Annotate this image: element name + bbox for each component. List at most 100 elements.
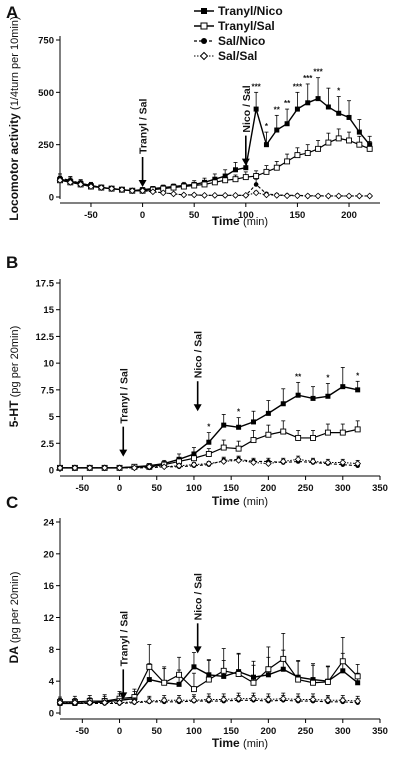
y-tick-label: 7.5	[41, 385, 55, 396]
x-tick-label: 200	[260, 483, 276, 494]
data-point	[220, 696, 228, 703]
data-point	[128, 187, 136, 195]
significance-marker: *	[265, 122, 269, 131]
data-point	[180, 183, 187, 190]
data-point	[294, 106, 300, 112]
data-point	[310, 434, 316, 441]
data-point	[265, 672, 271, 678]
data-point	[356, 141, 363, 148]
data-point	[87, 183, 95, 190]
data-point	[265, 666, 272, 673]
data-point	[205, 451, 212, 457]
significance-marker: ***	[303, 74, 313, 83]
data-point	[220, 458, 228, 465]
y-tick-label: 0	[49, 466, 54, 477]
panel-b: B 0 2.5 5 7.5 10 12.5 15 17.5 -50 0 50 100 150 200 250 3…	[6, 253, 388, 508]
data-point	[77, 181, 85, 188]
x-axis-title: Time (min)	[212, 214, 268, 228]
x-tick-label: -50	[75, 726, 89, 737]
y-tick-label: 250	[38, 140, 54, 151]
data-point	[235, 457, 242, 464]
data-point	[310, 679, 316, 686]
data-point	[294, 696, 302, 703]
data-point	[339, 459, 347, 466]
x-tick-label: 200	[260, 726, 276, 737]
data-point	[235, 445, 242, 452]
data-point	[273, 164, 280, 171]
data-point	[346, 137, 352, 144]
data-point	[279, 458, 287, 465]
data-point	[315, 145, 322, 152]
data-point	[324, 696, 332, 704]
data-point	[345, 192, 353, 200]
x-tick-label: 50	[151, 483, 162, 494]
legend-label: Sal/Sal	[218, 49, 257, 63]
data-point	[146, 677, 152, 683]
x-tick-label: 300	[335, 726, 351, 737]
x-tick-label: -50	[84, 210, 98, 221]
significance-marker: ***	[251, 82, 261, 91]
data-point	[211, 179, 218, 186]
data-point	[336, 110, 342, 116]
data-point	[340, 668, 346, 674]
y-tick-label: 4	[49, 677, 55, 688]
data-point	[86, 699, 94, 707]
significance-marker: **	[295, 372, 302, 381]
x-tick-label: -50	[75, 483, 89, 494]
x-tick-label: 250	[298, 483, 314, 494]
y-axis-title: 5-HT (pg per 20min)	[7, 326, 21, 428]
data-point	[190, 191, 198, 199]
data-point	[56, 464, 64, 472]
legend: Tranyl/Nico Tranyl/Sal Sal/Nico Sal/Sal	[194, 4, 283, 63]
x-tick-label: 350	[372, 483, 388, 494]
data-point	[236, 424, 242, 430]
data-point	[201, 181, 208, 188]
data-point	[305, 100, 311, 106]
legend-label: Tranyl/Nico	[218, 4, 283, 18]
data-point	[339, 429, 346, 436]
data-point	[283, 192, 291, 200]
x-tick-label: 50	[189, 210, 200, 221]
data-point	[232, 176, 239, 183]
x-tick-label: 300	[335, 483, 351, 494]
series-line	[60, 458, 358, 469]
data-point	[250, 459, 257, 466]
data-point	[71, 699, 79, 707]
x-tick-label: 150	[289, 210, 305, 221]
data-point	[191, 182, 198, 189]
data-point	[324, 459, 332, 466]
data-point	[265, 410, 271, 416]
panel-letter: B	[6, 253, 18, 272]
significance-marker: *	[326, 373, 330, 382]
significance-marker: ***	[313, 68, 323, 77]
data-point	[335, 135, 342, 142]
data-point	[56, 176, 64, 184]
data-point	[356, 129, 362, 135]
data-point	[280, 666, 286, 672]
y-tick-label: 500	[38, 88, 54, 99]
x-tick-label: 0	[140, 210, 145, 221]
data-point	[325, 104, 331, 110]
x-axis-title: Time (min)	[212, 736, 268, 750]
data-point	[221, 191, 229, 199]
data-point	[325, 139, 332, 146]
data-point	[71, 464, 79, 472]
data-point	[314, 192, 322, 200]
data-point	[250, 419, 256, 425]
y-tick-label: 0	[49, 193, 54, 204]
data-point	[232, 167, 238, 173]
data-point	[116, 699, 123, 707]
series-tranyl-sal	[57, 128, 373, 194]
x-tick-label: 0	[117, 483, 122, 494]
data-point	[366, 145, 373, 152]
data-point	[355, 192, 363, 200]
data-point	[235, 671, 242, 677]
data-point	[221, 422, 227, 428]
data-point	[220, 667, 227, 674]
significance-marker: *	[337, 87, 341, 96]
legend-label: Sal/Nico	[218, 34, 265, 48]
data-point	[309, 458, 317, 465]
legend-marker-filled-circle	[201, 38, 207, 44]
data-point	[355, 680, 361, 686]
data-point	[161, 679, 168, 686]
